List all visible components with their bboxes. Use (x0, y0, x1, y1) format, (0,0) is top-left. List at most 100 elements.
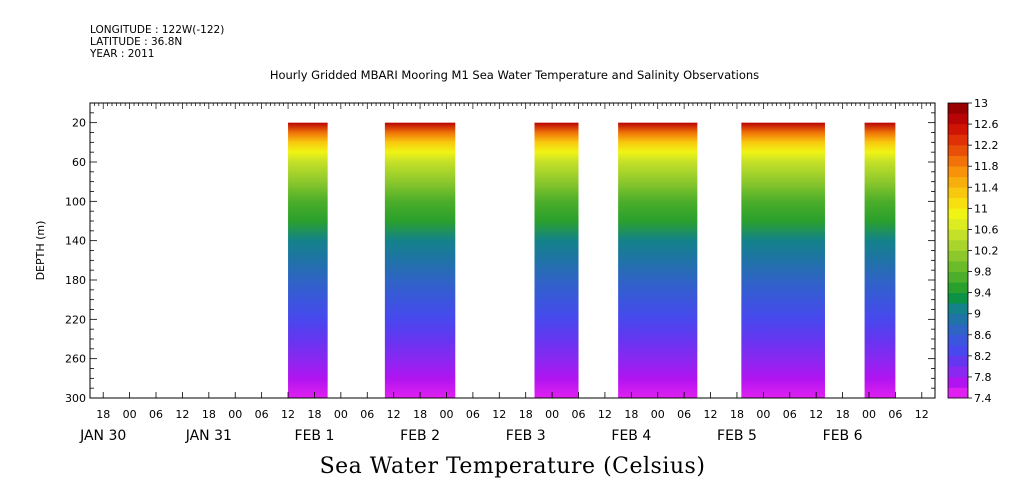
x-hour-label: 12 (915, 408, 929, 421)
x-hour-label: 00 (651, 408, 665, 421)
colorbar-swatch (948, 376, 968, 388)
x-date-label: FEB 3 (506, 428, 546, 444)
colorbar-swatch (948, 155, 968, 167)
longitude-label: LONGITUDE : 122W(-122) (90, 24, 225, 36)
colorbar-swatch (948, 355, 968, 367)
year-label: YEAR : 2011 (90, 48, 155, 60)
colorbar-swatch (948, 176, 968, 188)
x-date-label: FEB 5 (717, 428, 757, 444)
x-date-label: FEB 1 (295, 428, 335, 444)
data-segment-6 (864, 122, 896, 399)
colorbar-swatch (948, 313, 968, 325)
x-hour-label: 00 (334, 408, 348, 421)
colorbar-label: 9 (974, 308, 981, 321)
colorbar-label: 11.8 (974, 160, 999, 173)
y-tick-label: 180 (65, 274, 86, 287)
colorbar-label: 7.4 (974, 392, 992, 405)
colorbar-label: 11 (974, 202, 988, 215)
y-tick-label: 300 (65, 392, 86, 405)
colorbar-swatch (948, 208, 968, 220)
data-segment-5 (741, 122, 825, 399)
colorbar-label: 12.2 (974, 139, 999, 152)
colorbar-swatch (948, 303, 968, 315)
colorbar-label: 9.4 (974, 287, 992, 300)
x-hour-label: 12 (704, 408, 718, 421)
x-hour-label: 18 (519, 408, 533, 421)
x-hour-label: 12 (387, 408, 401, 421)
colorbar-swatch (948, 113, 968, 125)
colorbar-label: 12.6 (974, 118, 999, 131)
colorbar-swatch (948, 239, 968, 251)
data-segment-4 (618, 122, 698, 399)
colorbar-label: 10.2 (974, 245, 999, 258)
colorbar-swatch (948, 134, 968, 146)
y-tick-label: 260 (65, 353, 86, 366)
data-segment-2 (384, 122, 456, 399)
x-hour-label: 06 (572, 408, 586, 421)
data-segment-1 (288, 122, 328, 399)
x-hour-label: 00 (123, 408, 137, 421)
colorbar-swatch (948, 292, 968, 304)
x-date-label: FEB 6 (823, 428, 863, 444)
colorbar-swatch (948, 218, 968, 230)
colorbar-label: 9.8 (974, 266, 992, 279)
colorbar-swatch (948, 197, 968, 209)
y-tick-label: 100 (65, 195, 86, 208)
colorbar-swatch (948, 145, 968, 156)
x-date-label: FEB 4 (611, 428, 651, 444)
colorbar-swatch (948, 345, 968, 357)
y-axis-label: DEPTH (m) (34, 221, 47, 281)
data-segment-3 (534, 122, 579, 399)
x-date-label: FEB 2 (400, 428, 440, 444)
colorbar-label: 11.4 (974, 181, 999, 194)
x-hour-label: 06 (888, 408, 902, 421)
x-hour-label: 06 (783, 408, 797, 421)
colorbar-label: 8.2 (974, 350, 992, 363)
x-hour-label: 00 (756, 408, 770, 421)
x-hour-label: 18 (413, 408, 427, 421)
x-hour-label: 06 (466, 408, 480, 421)
colorbar-label: 10.6 (974, 223, 999, 236)
colorbar-swatch (948, 103, 968, 114)
colorbar-label: 7.8 (974, 371, 992, 384)
x-hour-label: 18 (624, 408, 638, 421)
latitude-label: LATITUDE : 36.8N (90, 36, 183, 48)
x-hour-label: 12 (598, 408, 612, 421)
colorbar-swatch (948, 366, 968, 378)
x-hour-label: 18 (96, 408, 110, 421)
colorbar-caption: Sea Water Temperature (Celsius) (319, 454, 706, 479)
x-hour-label: 18 (202, 408, 216, 421)
x-hour-label: 00 (439, 408, 453, 421)
colorbar-swatch (948, 324, 968, 336)
x-hour-label: 00 (862, 408, 876, 421)
y-tick-label: 140 (65, 235, 86, 248)
x-hour-label: 12 (809, 408, 823, 421)
x-hour-label: 18 (730, 408, 744, 421)
x-hour-label: 12 (175, 408, 189, 421)
y-tick-label: 220 (65, 313, 86, 326)
x-hour-label: 06 (677, 408, 691, 421)
x-hour-label: 00 (228, 408, 242, 421)
x-hour-label: 18 (836, 408, 850, 421)
colorbar-label: 8.6 (974, 329, 992, 342)
colorbar-label: 13 (974, 97, 988, 110)
colorbar-swatch (948, 250, 968, 262)
chart-title: Hourly Gridded MBARI Mooring M1 Sea Wate… (269, 68, 760, 82)
colorbar-swatch (948, 261, 968, 272)
colorbar-swatch (948, 229, 968, 241)
metadata-block: LONGITUDE : 122W(-122) LATITUDE : 36.8N … (90, 24, 224, 60)
x-hour-label: 06 (360, 408, 374, 421)
y-tick-label: 60 (72, 156, 86, 169)
x-hour-label: 00 (545, 408, 559, 421)
colorbar-swatch (948, 187, 968, 199)
x-date-label: JAN 30 (79, 428, 126, 444)
x-hour-label: 12 (281, 408, 295, 421)
colorbar-swatch (948, 334, 968, 346)
x-hour-label: 12 (492, 408, 506, 421)
x-date-label: JAN 31 (185, 428, 232, 444)
colorbar-swatch (948, 282, 968, 293)
y-tick-label: 20 (72, 117, 86, 130)
colorbar-swatch (948, 271, 968, 283)
colorbar-swatch (948, 166, 968, 178)
